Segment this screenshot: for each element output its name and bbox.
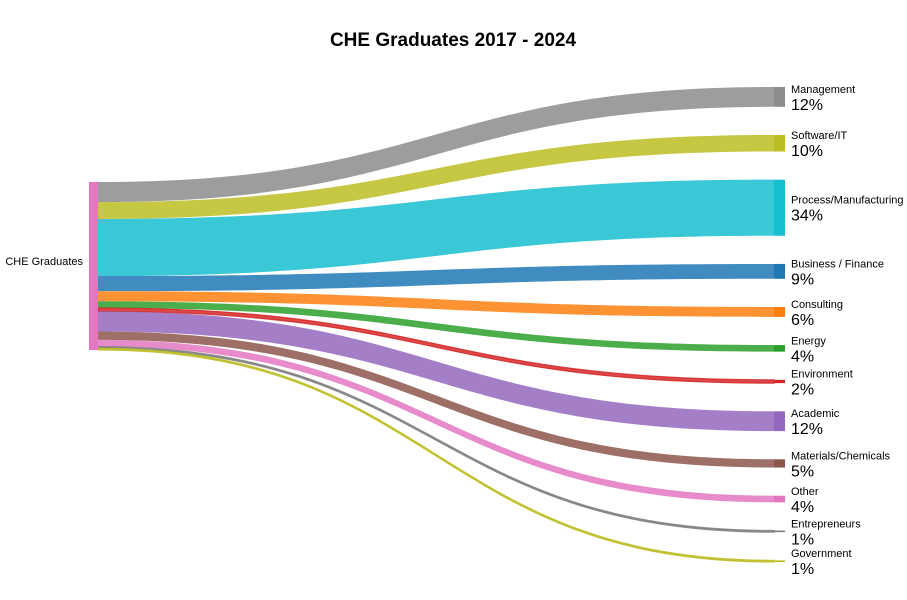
target-percent: 1% [791,561,814,578]
link-business-finance [98,263,774,292]
target-percent: 12% [791,97,823,114]
node-other [774,495,785,503]
source-node-label: CHE Graduates [5,256,83,268]
target-percent: 6% [791,312,814,329]
sankey-links [97,87,775,563]
node-management [774,87,785,107]
link-software-it [98,134,774,219]
node-entrepreneurs [774,530,785,533]
link-consulting [98,291,774,317]
target-label: Academic [791,408,840,420]
target-percent: 34% [791,208,823,225]
link-materials-chemicals [98,331,774,468]
node-academic [774,411,785,432]
target-percent: 12% [791,421,823,438]
node-materials-chemicals [774,459,785,468]
chart-title: CHE Graduates 2017 - 2024 [330,30,577,51]
node-software-it [774,134,785,152]
link-environment [97,307,775,384]
target-label: Government [791,548,852,560]
node-energy [774,345,785,352]
target-label: Energy [791,335,826,347]
node-environment [774,379,785,384]
target-percent: 5% [791,463,814,480]
target-label: Management [791,84,855,96]
target-percent: 1% [791,531,814,548]
target-label: Entrepreneurs [791,518,861,530]
link-energy [98,301,774,352]
link-other [98,339,774,503]
target-percent: 10% [791,143,823,160]
target-label: Other [791,486,819,498]
target-percent: 4% [791,348,814,365]
link-academic [98,311,774,432]
link-management [98,87,774,203]
target-label: Materials/Chemicals [791,450,891,462]
target-label: Business / Finance [791,258,884,270]
target-nodes: Management12%Software/IT10%Process/Manuf… [774,84,904,578]
link-process-manufacturing [98,179,774,277]
target-percent: 4% [791,499,814,516]
target-label: Software/IT [791,130,848,142]
target-label: Consulting [791,299,843,311]
target-label: Process/Manufacturing [791,195,904,207]
target-label: Environment [791,368,853,380]
source-node [89,182,98,350]
node-business-finance [774,263,785,279]
node-process-manufacturing [774,179,785,236]
target-percent: 9% [791,271,814,288]
target-percent: 2% [791,381,814,398]
node-government [774,560,785,562]
node-consulting [774,306,785,317]
